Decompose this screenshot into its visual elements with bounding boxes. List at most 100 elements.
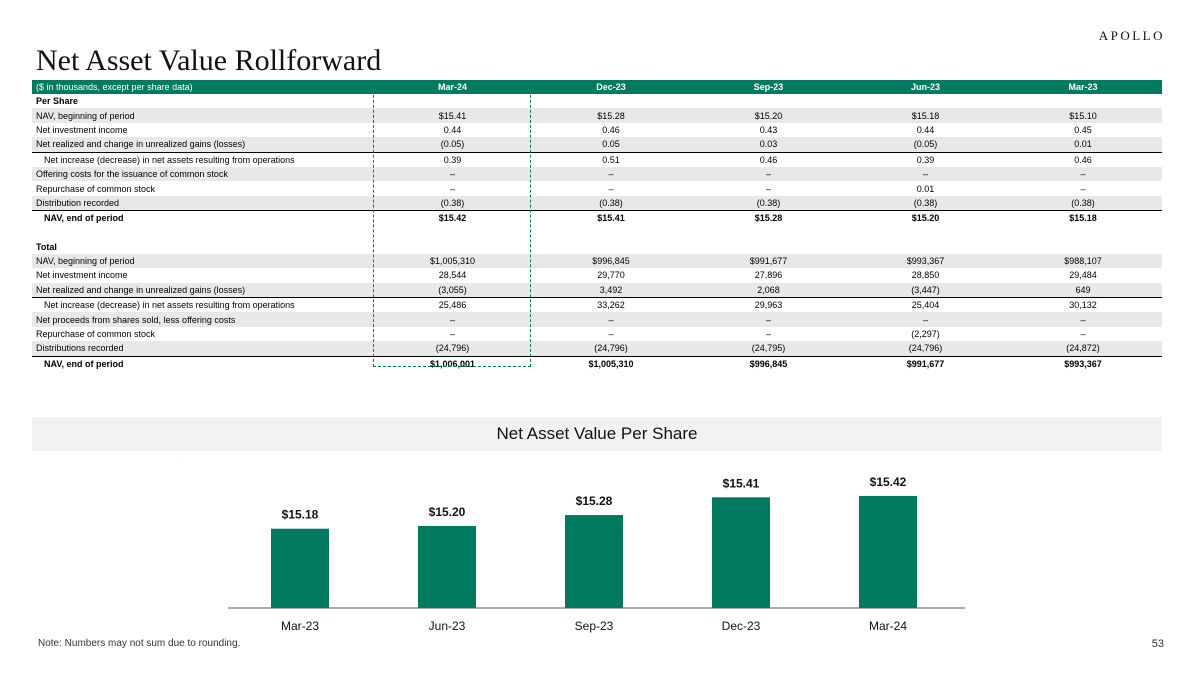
data-label: $15.18 xyxy=(282,508,319,522)
cell-value: 649 xyxy=(1004,282,1162,298)
row-label: Offering costs for the issuance of commo… xyxy=(32,166,373,182)
cell-value: (0.05) xyxy=(847,137,1004,153)
table-row: Net investment income 0.44 0.46 0.43 0.44 0.4… xyxy=(32,123,1162,137)
cell-value: $996,845 xyxy=(690,355,847,372)
cell-value: – xyxy=(532,166,690,182)
cell-value xyxy=(690,94,847,108)
cell-value: (0.38) xyxy=(373,195,532,211)
x-tick-label: Jun-23 xyxy=(429,619,466,633)
cell-value: $15.18 xyxy=(847,108,1004,123)
table-row: NAV, beginning of period $1,005,310 $996,8… xyxy=(32,253,1162,269)
column-header-jun-23: Jun-23 xyxy=(847,80,1004,94)
bar-sep-23 xyxy=(565,515,623,608)
cell-value: 29,963 xyxy=(690,297,847,313)
cell-value: – xyxy=(1004,166,1162,182)
table-row: Net increase (decrease) in net assets re… xyxy=(32,297,1162,313)
cell-value xyxy=(532,225,690,240)
cell-value xyxy=(847,240,1004,254)
bar-mar-24 xyxy=(859,495,917,608)
table-row xyxy=(32,225,1162,240)
cell-value xyxy=(847,225,1004,240)
cell-value: – xyxy=(690,312,847,327)
cell-value: – xyxy=(847,312,1004,327)
cell-value xyxy=(532,94,690,108)
cell-value: – xyxy=(690,166,847,182)
cell-value: – xyxy=(1004,312,1162,327)
row-label xyxy=(32,225,373,240)
cell-value: 0.03 xyxy=(690,137,847,153)
row-label: Net investment income xyxy=(36,270,128,281)
cell-value: (24,795) xyxy=(690,341,847,357)
cell-value: – xyxy=(765,183,771,194)
cell-value: 25,404 xyxy=(847,297,1004,313)
cell-value: $993,367 xyxy=(847,253,1004,269)
column-header-mar-24: Mar-24 xyxy=(373,80,532,94)
apollo-logo: APOLLO xyxy=(1098,28,1165,43)
cell-value: (0.38) xyxy=(1004,195,1162,211)
cell-value: (24,796) xyxy=(847,341,1004,357)
table-row: NAV, beginning of period $15.41 $15.28 $15.… xyxy=(32,108,1162,123)
row-label: Total xyxy=(36,241,57,252)
cell-value: – xyxy=(373,312,532,327)
cell-value: $988,107 xyxy=(1004,253,1162,269)
x-tick-label: Mar-23 xyxy=(281,619,319,633)
cell-value xyxy=(1004,94,1162,108)
cell-value: 0.46 xyxy=(1004,151,1162,167)
row-label: Distribution recorded xyxy=(32,195,373,211)
cell-value: $991,677 xyxy=(690,253,847,269)
table-row: Net investment income 28,544 29,770 27,896 2… xyxy=(32,268,1162,282)
table-row: Net increase (decrease) in net assets re… xyxy=(32,151,1162,167)
cell-value xyxy=(1004,225,1162,240)
cell-value: 0.46 xyxy=(690,151,847,167)
cell-value: 2,068 xyxy=(690,282,847,298)
cell-value xyxy=(373,94,532,108)
column-header-dec-23: Dec-23 xyxy=(532,80,690,94)
bar-jun-23 xyxy=(418,526,476,608)
cell-value xyxy=(373,225,532,240)
table-row: Net realized and change in unrealized ga… xyxy=(32,137,1162,153)
cell-value: $15.41 xyxy=(532,210,690,226)
cell-value: 0.44 xyxy=(443,124,462,135)
cell-value xyxy=(373,240,532,254)
cell-value: – xyxy=(449,183,455,194)
table-row: NAV, end of period $1,006,001 $1,005,310 $9… xyxy=(32,355,1162,372)
chart-title: Net Asset Value Per Share xyxy=(496,424,698,443)
cell-value: $1,006,001 xyxy=(373,355,532,372)
cell-value: – xyxy=(449,329,455,340)
cell-value: 25,486 xyxy=(373,297,532,313)
cell-value: $15.20 xyxy=(690,108,847,123)
cell-value: – xyxy=(1080,329,1086,340)
cell-value: (0.38) xyxy=(847,195,1004,211)
chart-title-banner xyxy=(32,417,1162,451)
nav-per-share-chart: $15.18 Mar-23 $15.20 Jun-23 $15.28 Sep-23 $15.… xyxy=(228,475,965,633)
row-label: Repurchase of common stock xyxy=(36,183,156,194)
cell-value: – xyxy=(765,329,771,340)
table-row: Repurchase of common stock – – – (2,297) – xyxy=(32,327,1162,341)
cell-value: – xyxy=(608,183,614,194)
cell-value: $1,005,310 xyxy=(532,355,690,372)
cell-value: (0.05) xyxy=(373,137,532,153)
nav-rollforward-table: ($ in thousands, except per share data) … xyxy=(32,80,1162,372)
cell-value: – xyxy=(608,329,614,340)
bar-dec-23 xyxy=(712,497,770,608)
cell-value: 0.05 xyxy=(532,137,690,153)
cell-value xyxy=(690,240,847,254)
cell-value: – xyxy=(1080,183,1086,194)
cell-value: (3,055) xyxy=(373,282,532,298)
row-label: Net increase (decrease) in net assets re… xyxy=(32,151,373,167)
cell-value: 0.43 xyxy=(759,124,778,135)
cell-value: 0.44 xyxy=(916,124,935,135)
cell-value: (24,796) xyxy=(373,341,532,357)
cell-value: (2,297) xyxy=(911,329,940,340)
table-row: Offering costs for the issuance of commo… xyxy=(32,166,1162,182)
row-label: NAV, beginning of period xyxy=(32,253,373,269)
units-header: ($ in thousands, except per share data) xyxy=(32,80,373,94)
row-label: Net realized and change in unrealized ga… xyxy=(32,282,373,298)
cell-value: (0.38) xyxy=(532,195,690,211)
cell-value: (24,796) xyxy=(532,341,690,357)
data-label: $15.28 xyxy=(576,494,613,508)
row-label: Distributions recorded xyxy=(32,341,373,357)
cell-value: 29,770 xyxy=(597,270,625,281)
x-tick-label: Dec-23 xyxy=(722,619,761,633)
cell-value: $15.42 xyxy=(373,210,532,226)
